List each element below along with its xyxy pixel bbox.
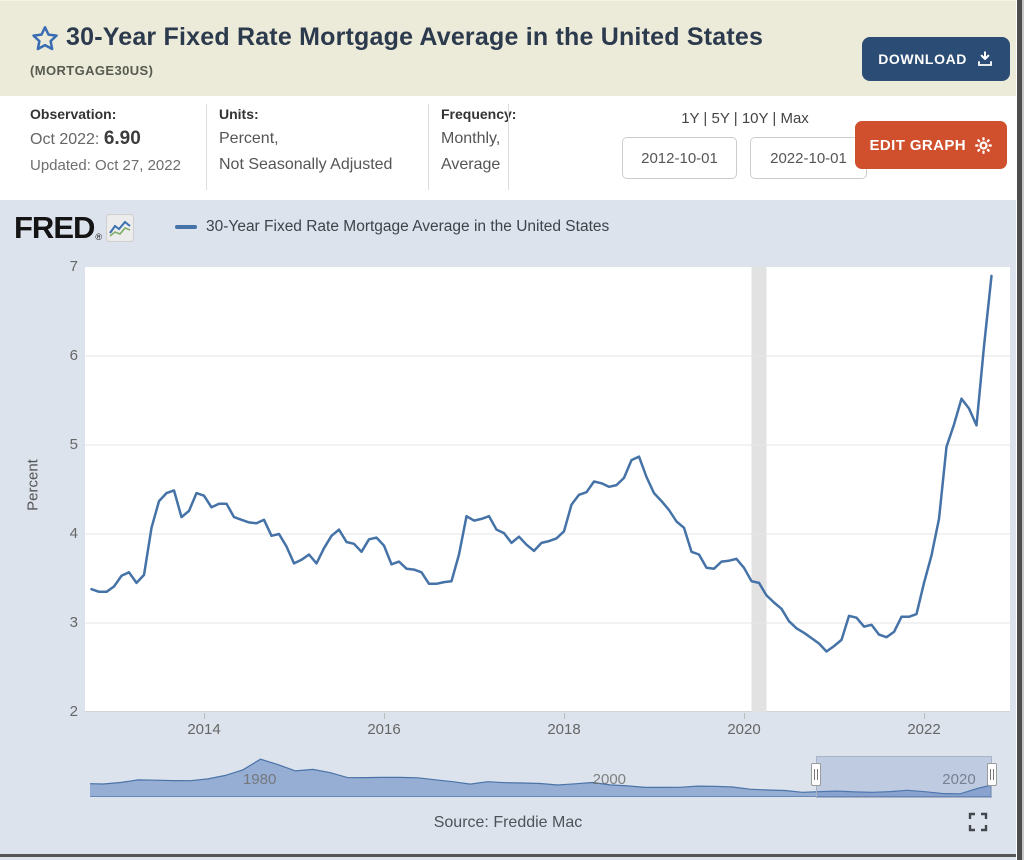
x-tick-mark: [384, 713, 385, 719]
y-tick-label: 4: [69, 525, 78, 542]
fullscreen-icon[interactable]: [968, 812, 988, 832]
navigator-chart-svg: [85, 758, 992, 798]
x-tick-label: 2018: [547, 721, 581, 738]
bottom-window-edge: [0, 854, 1016, 857]
favorite-star-icon[interactable]: [30, 24, 60, 54]
divider: [508, 104, 509, 190]
info-bar: Observation: Oct 2022: 6.90 Updated: Oct…: [0, 96, 1016, 200]
x-tick-label: 2020: [727, 721, 761, 738]
fred-sparkline-icon: [106, 214, 135, 242]
navigator-selection-overlay[interactable]: [815, 756, 992, 798]
frequency-line1: Monthly,: [441, 130, 501, 147]
units-line1: Percent,: [219, 130, 279, 147]
range-separator: |: [768, 110, 781, 127]
series-id: (MORTGAGE30US): [30, 63, 154, 78]
edit-graph-label: EDIT GRAPH: [869, 136, 966, 154]
fred-logo-registered-mark: ®: [95, 232, 103, 242]
end-date-input[interactable]: [750, 137, 867, 179]
main-chart-svg: [85, 267, 1010, 712]
x-tick-label: 2022: [907, 721, 941, 738]
range-link-1y[interactable]: 1Y: [681, 110, 700, 127]
frequency-label: Frequency:: [441, 106, 517, 122]
x-tick-label: 2014: [187, 721, 221, 738]
navigator-year-label: 2020: [942, 771, 976, 788]
x-tick-label: 2016: [367, 721, 401, 738]
y-tick-label: 2: [69, 703, 78, 720]
navigator-right-handle[interactable]: [986, 763, 997, 786]
navigator-year-label: 2000: [592, 771, 627, 788]
frequency-section: Frequency: Monthly, Average: [441, 106, 516, 178]
observation-value: 6.90: [103, 128, 141, 149]
y-tick-label: 5: [69, 436, 78, 453]
navigator-left-handle[interactable]: [810, 763, 821, 786]
divider: [206, 104, 207, 190]
fred-logo: FRED ®: [14, 210, 135, 246]
y-tick-label: 7: [69, 258, 78, 275]
window-scrollbar-edge[interactable]: [1016, 0, 1024, 860]
mortgage-rate-series-line: [90, 274, 993, 653]
observation-updated: Updated: Oct 27, 2022: [30, 157, 181, 174]
legend-label: 30-Year Fixed Rate Mortgage Average in t…: [206, 218, 610, 235]
divider: [428, 104, 429, 190]
observation-value-line: Oct 2022: 6.90: [30, 126, 181, 153]
units-line2: Not Seasonally Adjusted: [219, 156, 393, 173]
x-tick-mark: [744, 713, 745, 719]
observation-label: Observation:: [30, 106, 117, 122]
x-tick-mark: [564, 713, 565, 719]
units-label: Units:: [219, 106, 259, 122]
frequency-line2: Average: [441, 156, 501, 173]
source-text: Source: Freddie Mac: [433, 814, 583, 831]
navigator-area-series: [85, 758, 992, 798]
recession-band: [751, 267, 767, 712]
download-icon: [978, 51, 992, 66]
range-link-max[interactable]: Max: [780, 110, 809, 127]
y-axis-title: Percent: [24, 459, 42, 511]
plot-area[interactable]: [85, 267, 1010, 712]
zoom-range-links: 1Y | 5Y | 10Y | Max: [620, 110, 870, 127]
range-separator: |: [699, 110, 712, 127]
navigator-year-label: 1980: [242, 771, 277, 788]
y-tick-label: 6: [69, 347, 78, 364]
edit-graph-button[interactable]: EDIT GRAPH: [855, 121, 1007, 169]
observation-section: Observation: Oct 2022: 6.90 Updated: Oct…: [30, 106, 181, 179]
chart-panel: FRED ® 30-Year Fixed Rate Mortgage Avera…: [0, 200, 1016, 857]
x-tick-mark: [924, 713, 925, 719]
range-link-10y[interactable]: 10Y: [741, 110, 769, 127]
navigator[interactable]: [85, 757, 1000, 798]
download-button[interactable]: DOWNLOAD: [862, 37, 1010, 81]
page-title: 30-Year Fixed Rate Mortgage Average in t…: [66, 23, 764, 51]
fred-logo-text: FRED: [14, 210, 95, 245]
start-date-input[interactable]: [622, 137, 737, 179]
series-header: 30-Year Fixed Rate Mortgage Average in t…: [0, 0, 1016, 96]
range-separator: |: [729, 110, 742, 127]
legend-line-swatch: [175, 225, 197, 229]
y-tick-label: 3: [69, 614, 78, 631]
x-tick-mark: [204, 713, 205, 719]
units-section: Units: Percent, Not Seasonally Adjusted: [219, 106, 392, 178]
observation-date: Oct 2022:: [30, 131, 100, 148]
range-link-5y[interactable]: 5Y: [711, 110, 730, 127]
download-button-label: DOWNLOAD: [878, 51, 967, 67]
gear-icon: [975, 136, 992, 154]
legend-item[interactable]: 30-Year Fixed Rate Mortgage Average in t…: [175, 218, 609, 236]
